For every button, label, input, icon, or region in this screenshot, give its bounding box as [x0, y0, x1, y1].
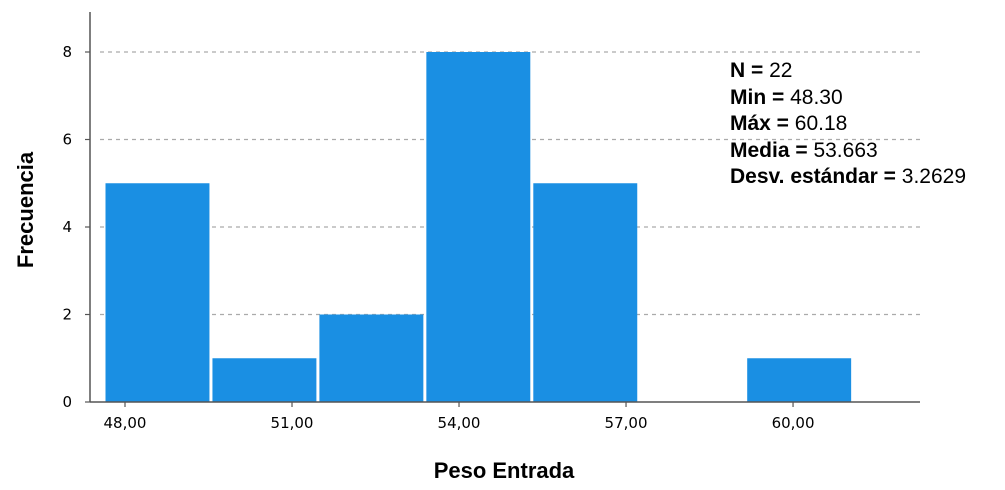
stat-stddev: Desv. estándar = 3.2629 — [730, 165, 967, 188]
bar-1 — [212, 358, 317, 402]
statistics-box: N = 22 Min = 48.30 Máx = 60.18 Media = 5… — [730, 58, 966, 191]
x-tick-label: 60,00 — [772, 414, 815, 432]
bar-3 — [426, 52, 531, 402]
y-tick-label: 4 — [62, 218, 72, 236]
bars — [105, 52, 852, 402]
x-axis-title: Peso Entrada — [434, 458, 575, 483]
y-tick-label: 6 — [62, 131, 72, 149]
y-tick-label: 8 — [62, 43, 72, 61]
y-tick-label: 2 — [62, 306, 72, 324]
bar-4 — [533, 183, 638, 402]
x-tick-label: 54,00 — [438, 414, 481, 432]
x-tick-label: 51,00 — [271, 414, 314, 432]
bar-0 — [105, 183, 210, 402]
y-tick-label: 0 — [62, 393, 72, 411]
y-tick-labels: 0 2 4 6 8 — [62, 43, 90, 411]
stat-max: Máx = 60.18 — [730, 112, 848, 135]
axes — [89, 12, 920, 403]
stat-mean: Media = 53.663 — [730, 138, 878, 162]
bar-6 — [747, 358, 852, 402]
y-axis-title: Frecuencia — [13, 151, 38, 268]
x-tick-label: 57,00 — [605, 414, 648, 432]
bar-2 — [319, 314, 424, 402]
x-tick-labels: 48,00 51,00 54,00 57,00 60,00 — [104, 402, 815, 432]
x-tick-label: 48,00 — [104, 414, 147, 432]
stat-n: N = 22 — [730, 59, 793, 82]
stat-min: Min = 48.30 — [730, 85, 843, 109]
